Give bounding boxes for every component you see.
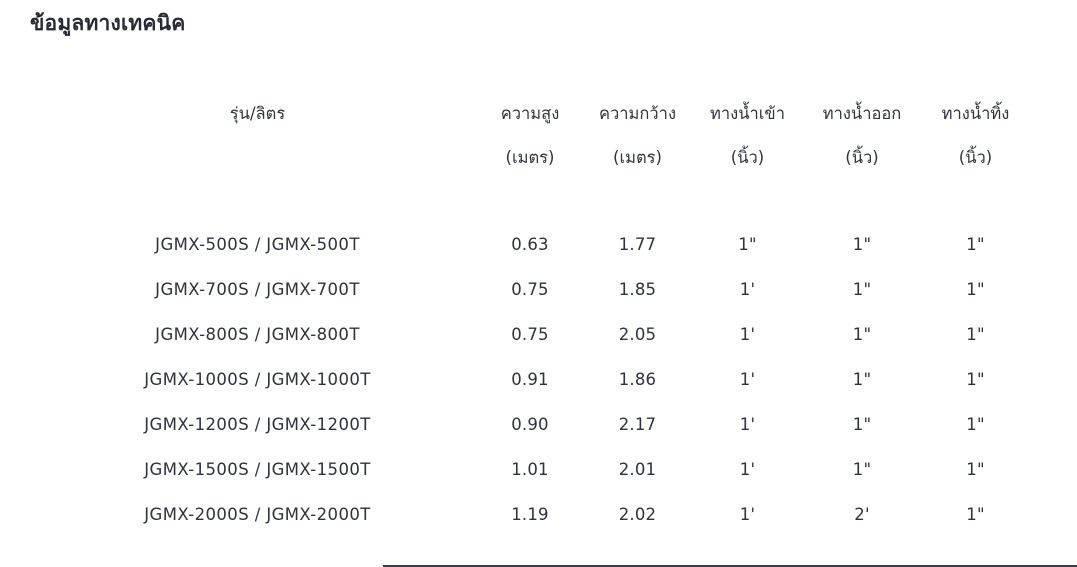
cell-model: JGMX-1200S / JGMX-1200T (144, 415, 371, 434)
cell-width: 2.05 (618, 325, 657, 344)
table-row: JGMX-700S / JGMX-700T 0.75 1.85 1' 1" 1" (40, 267, 1032, 312)
cell-water-outlet: 1" (852, 280, 872, 299)
cell-model: JGMX-1000S / JGMX-1000T (144, 370, 371, 389)
table-row: JGMX-1200S / JGMX-1200T 0.90 2.17 1' 1" … (40, 402, 1032, 447)
cell-water-inlet: 1' (739, 505, 756, 524)
cell-water-outlet: 1" (852, 460, 872, 479)
cell-water-outlet: 1" (852, 415, 872, 434)
column-header-width: ความกว้าง (เมตร) (585, 103, 690, 169)
spec-table-header: รุ่น/ลิตร ความสูง (เมตร) ความกว้าง (เมตร… (40, 103, 1032, 169)
cell-width: 2.02 (618, 505, 657, 524)
cell-water-inlet: 1' (739, 325, 756, 344)
column-header-model: รุ่น/ลิตร (40, 103, 475, 169)
spec-table-body: JGMX-500S / JGMX-500T 0.63 1.77 1" 1" 1"… (40, 222, 1032, 537)
column-header-height: ความสูง (เมตร) (475, 103, 585, 169)
cell-width: 1.77 (618, 235, 657, 254)
column-header-unit: (เมตร) (505, 148, 555, 167)
cell-water-outlet: 2' (854, 505, 870, 524)
table-row: JGMX-800S / JGMX-800T 0.75 2.05 1' 1" 1" (40, 312, 1032, 357)
cell-width: 1.85 (618, 280, 657, 299)
column-header-unit: (นิ้ว) (730, 148, 765, 167)
cell-model: JGMX-2000S / JGMX-2000T (144, 505, 371, 524)
cell-model: JGMX-800S / JGMX-800T (155, 325, 360, 344)
cell-drain: 1" (966, 505, 985, 524)
footer-divider (383, 565, 1077, 567)
cell-height: 0.91 (511, 370, 549, 389)
cell-water-inlet: 1' (739, 370, 756, 389)
cell-height: 1.19 (511, 505, 549, 524)
column-header-unit: (นิ้ว) (958, 148, 993, 167)
cell-height: 1.01 (511, 460, 549, 479)
cell-width: 2.17 (618, 415, 657, 434)
cell-water-outlet: 1" (852, 325, 872, 344)
column-header-water-inlet: ทางน้ำเข้า (นิ้ว) (690, 103, 805, 169)
column-header-label: ความกว้าง (598, 104, 677, 123)
cell-drain: 1" (966, 415, 985, 434)
cell-model: JGMX-500S / JGMX-500T (155, 235, 360, 254)
cell-model: JGMX-1500S / JGMX-1500T (144, 460, 371, 479)
column-header-label: รุ่น/ลิตร (229, 104, 286, 123)
cell-height: 0.75 (511, 280, 549, 299)
cell-water-outlet: 1" (852, 370, 872, 389)
cell-model: JGMX-700S / JGMX-700T (155, 280, 360, 299)
cell-drain: 1" (966, 280, 985, 299)
page-title: ข้อมูลทางเทคนิค (30, 11, 186, 35)
table-row: JGMX-500S / JGMX-500T 0.63 1.77 1" 1" 1" (40, 222, 1032, 267)
cell-height: 0.63 (511, 235, 549, 254)
cell-height: 0.75 (511, 325, 549, 344)
table-row: JGMX-1500S / JGMX-1500T 1.01 2.01 1' 1" … (40, 447, 1032, 492)
column-header-water-outlet: ทางน้ำออก (นิ้ว) (805, 103, 919, 169)
cell-drain: 1" (966, 370, 985, 389)
column-header-unit: (นิ้ว) (845, 148, 879, 167)
column-header-label: ความสูง (500, 104, 560, 123)
cell-water-inlet: 1" (738, 235, 757, 254)
cell-water-inlet: 1' (739, 460, 756, 479)
cell-water-inlet: 1' (739, 280, 756, 299)
cell-drain: 1" (966, 460, 985, 479)
column-header-unit (40, 147, 475, 169)
cell-drain: 1" (966, 235, 985, 254)
cell-water-inlet: 1' (739, 415, 756, 434)
column-header-label: ทางน้ำทิ้ง (941, 104, 1010, 123)
column-header-drain: ทางน้ำทิ้ง (นิ้ว) (919, 103, 1032, 169)
column-header-label: ทางน้ำออก (822, 104, 902, 123)
cell-width: 1.86 (618, 370, 657, 389)
column-header-label: ทางน้ำเข้า (710, 104, 785, 123)
cell-drain: 1" (966, 325, 985, 344)
table-row: JGMX-1000S / JGMX-1000T 0.91 1.86 1' 1" … (40, 357, 1032, 402)
cell-water-outlet: 1" (852, 235, 872, 254)
table-row: JGMX-2000S / JGMX-2000T 1.19 2.02 1' 2' … (40, 492, 1032, 537)
column-header-unit: (เมตร) (613, 148, 662, 167)
cell-height: 0.90 (511, 415, 549, 434)
cell-width: 2.01 (618, 460, 657, 479)
